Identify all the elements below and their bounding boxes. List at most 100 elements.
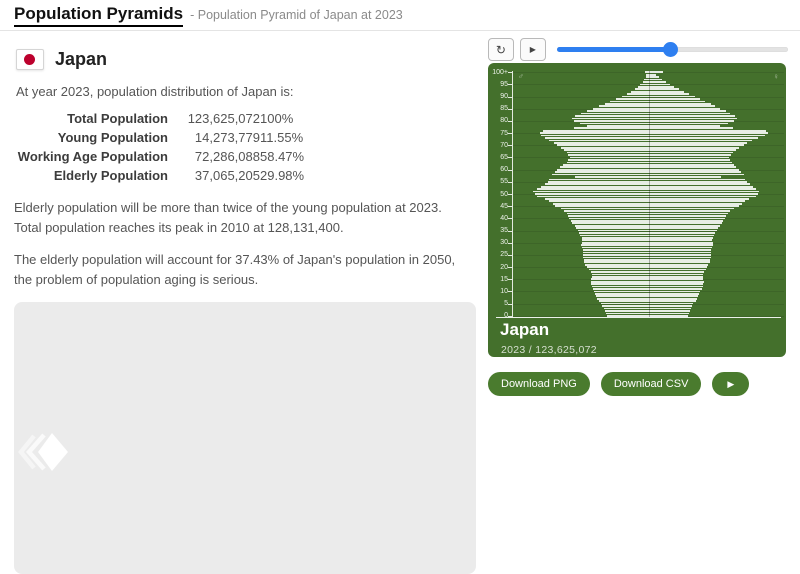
male-bar-age-84: [586, 110, 649, 113]
site-title-link[interactable]: Population Pyramids: [14, 4, 184, 27]
male-bar-age-78: [586, 124, 649, 127]
male-bar-age-94: [637, 86, 649, 88]
stat-value: 72,286,088: [194, 149, 260, 164]
female-bar-age-3: [648, 307, 692, 310]
female-bar-age-10: [648, 290, 701, 293]
pyramid-panel: 0 5 10 15 20 25 30 35 40 45 50 55 60 65 70 75 80 85 90 95 10…: [488, 63, 786, 357]
play-button-small[interactable]: ▶: [519, 38, 546, 61]
media-embed-box[interactable]: [14, 302, 476, 574]
female-bar-age-52: [648, 188, 757, 190]
male-bar-age-80: [574, 120, 649, 122]
female-bar-age-82: [648, 115, 736, 117]
age-tick-label: 35: [500, 227, 508, 235]
chart-country-title: Japan: [500, 320, 550, 339]
female-bar-age-37: [648, 224, 720, 227]
female-bar-age-22: [648, 261, 710, 264]
female-bar-age-41: [648, 215, 727, 217]
female-bar-age-59: [648, 171, 742, 173]
chart-year-population: 2023 / 123,625,072: [501, 344, 597, 356]
female-bar-age-80: [648, 120, 735, 122]
male-bar-age-48: [545, 198, 649, 200]
female-bar-age-84: [648, 110, 726, 113]
male-bar-age-73: [545, 137, 649, 139]
age-tick-label: 55: [500, 178, 508, 186]
year-slider[interactable]: [556, 38, 789, 61]
reset-icon: ↻: [495, 42, 506, 57]
male-bar-age-55: [547, 181, 649, 183]
male-bar-age-7: [597, 297, 649, 300]
year-controls: ↻ ▶: [488, 38, 789, 61]
female-bar-age-40: [648, 217, 726, 220]
male-bar-age-41: [568, 215, 649, 217]
right-column: ↻ ▶ 0 5 10 15 20 25 30 35 40 45 50 55 60 65 70 75 80 85 90…: [488, 31, 789, 574]
male-bar-age-46: [552, 202, 649, 205]
play-animation-button[interactable]: ▶: [712, 372, 750, 396]
female-bar-age-8: [648, 295, 699, 298]
male-bar-age-29: [581, 244, 649, 247]
age-tick-label: 0: [504, 312, 508, 320]
male-bar-age-65: [569, 156, 649, 159]
male-bar-age-79: [579, 122, 649, 125]
page-header: Population Pyramids - Population Pyramid…: [0, 0, 800, 31]
main-content: Japan At year 2023, population distribut…: [0, 31, 800, 574]
female-bar-age-57: [648, 176, 722, 178]
female-bar-age-17: [648, 273, 703, 276]
female-bar-age-100: [648, 71, 664, 74]
male-bar-age-68: [563, 149, 649, 152]
female-bar-age-94: [648, 86, 675, 88]
male-bar-age-33: [579, 234, 649, 237]
male-bar-age-23: [583, 258, 649, 261]
male-bar-age-9: [594, 293, 649, 295]
axis-tick: [508, 120, 512, 122]
male-bar-age-88: [610, 100, 649, 103]
female-symbol-icon: ♀: [773, 72, 779, 81]
age-tick-label: 25: [500, 251, 508, 259]
play-icon: ▶: [529, 45, 536, 54]
male-bar-age-12: [591, 285, 649, 288]
analysis-paragraph-2: The elderly population will account for …: [14, 252, 456, 287]
male-bar-age-54: [545, 183, 649, 186]
female-bar-age-23: [648, 258, 711, 261]
male-bar-age-1: [605, 312, 649, 315]
male-bar-age-37: [574, 224, 649, 227]
media-player-logo-icon: [16, 432, 70, 477]
female-bar-age-64: [648, 159, 731, 161]
download-csv-button[interactable]: Download CSV: [600, 372, 702, 396]
male-bar-age-14: [590, 280, 649, 283]
female-bar-age-35: [648, 229, 717, 232]
male-bar-age-93: [634, 88, 649, 91]
female-bar-age-88: [648, 100, 706, 103]
male-bar-age-72: [549, 139, 649, 142]
slider-thumb[interactable]: [663, 42, 679, 57]
axis-tick: [508, 267, 512, 269]
reset-button[interactable]: ↻: [488, 38, 514, 61]
male-bar-age-90: [621, 95, 649, 98]
female-bar-age-55: [648, 181, 748, 183]
female-bar-age-70: [648, 144, 744, 147]
male-bar-age-71: [554, 142, 649, 144]
male-bar-age-77: [573, 127, 649, 130]
age-tick-label: 60: [500, 166, 508, 174]
female-bar-age-86: [648, 105, 716, 108]
male-bar-age-6: [599, 300, 649, 303]
age-tick-label: 5: [504, 300, 508, 308]
male-symbol-icon: ♂: [518, 72, 524, 81]
table-row: Total Population 123,625,072 100%: [16, 109, 304, 128]
axis-tick: [508, 96, 512, 98]
female-bar-age-53: [648, 185, 753, 188]
male-bar-age-87: [604, 103, 649, 105]
axis-tick: [508, 133, 512, 135]
female-bar-age-48: [648, 198, 750, 200]
download-png-button[interactable]: Download PNG: [488, 372, 590, 396]
female-bar-age-39: [648, 219, 724, 222]
male-bar-age-99: [646, 73, 649, 76]
female-bar-age-50: [648, 193, 758, 195]
female-bar-age-89: [648, 98, 700, 100]
male-bar-age-44: [560, 207, 649, 210]
slider-fill: [556, 47, 671, 52]
female-bar-age-96: [648, 81, 666, 83]
axis-tick: [508, 181, 512, 183]
male-bar-age-20: [586, 266, 649, 268]
male-bar-age-82: [575, 115, 649, 117]
age-tick-label: 95: [500, 80, 508, 88]
